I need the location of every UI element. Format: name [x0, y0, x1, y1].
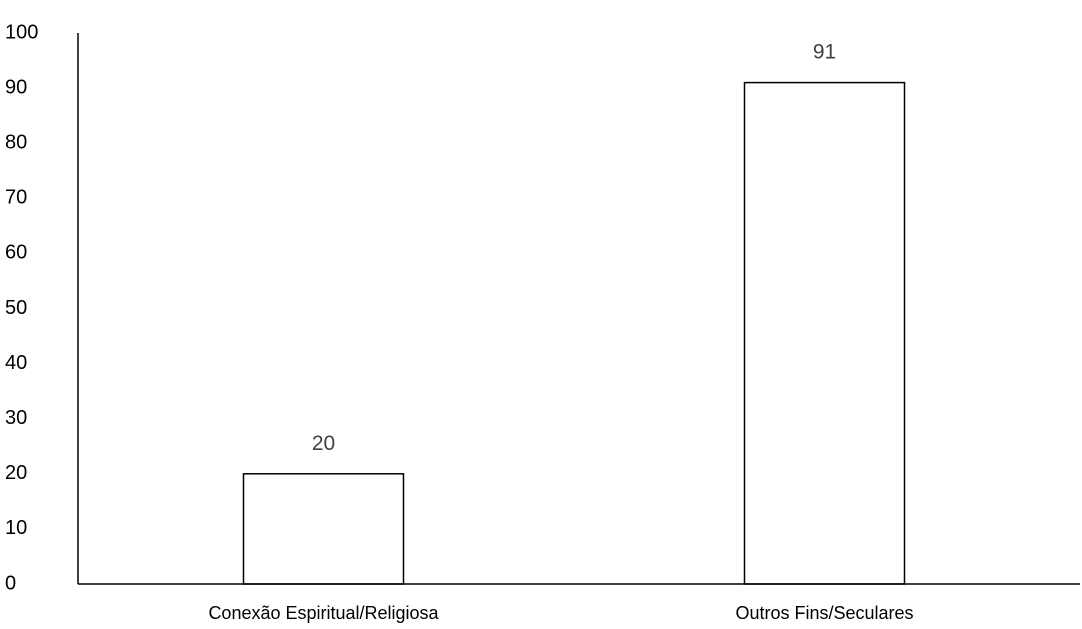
y-tick-label: 30: [5, 407, 27, 429]
x-tick-label: Conexão Espiritual/Religiosa: [208, 603, 439, 623]
y-tick-label: 70: [5, 187, 27, 209]
y-tick-label: 40: [5, 352, 27, 374]
y-tick-label: 80: [5, 131, 27, 153]
y-tick-label: 50: [5, 297, 27, 319]
y-tick-label: 0: [5, 572, 16, 594]
x-tick-label: Outros Fins/Seculares: [735, 603, 913, 623]
bar: [242, 473, 405, 585]
y-tick-label: 100: [5, 21, 38, 43]
y-tick-label: 60: [5, 242, 27, 264]
data-label: 20: [312, 432, 335, 455]
bars: [242, 81, 906, 585]
bar: [743, 81, 906, 585]
y-tick-label: 20: [5, 462, 27, 484]
y-tick-label: 10: [5, 517, 27, 539]
x-axis-ticks: Conexão Espiritual/Religiosa Outros Fins/…: [208, 603, 913, 623]
y-tick-label: 90: [5, 76, 27, 98]
y-axis-ticks: 0 10 20 30 40 50 60 70 80 90 100: [5, 21, 38, 594]
data-label: 91: [813, 41, 836, 64]
